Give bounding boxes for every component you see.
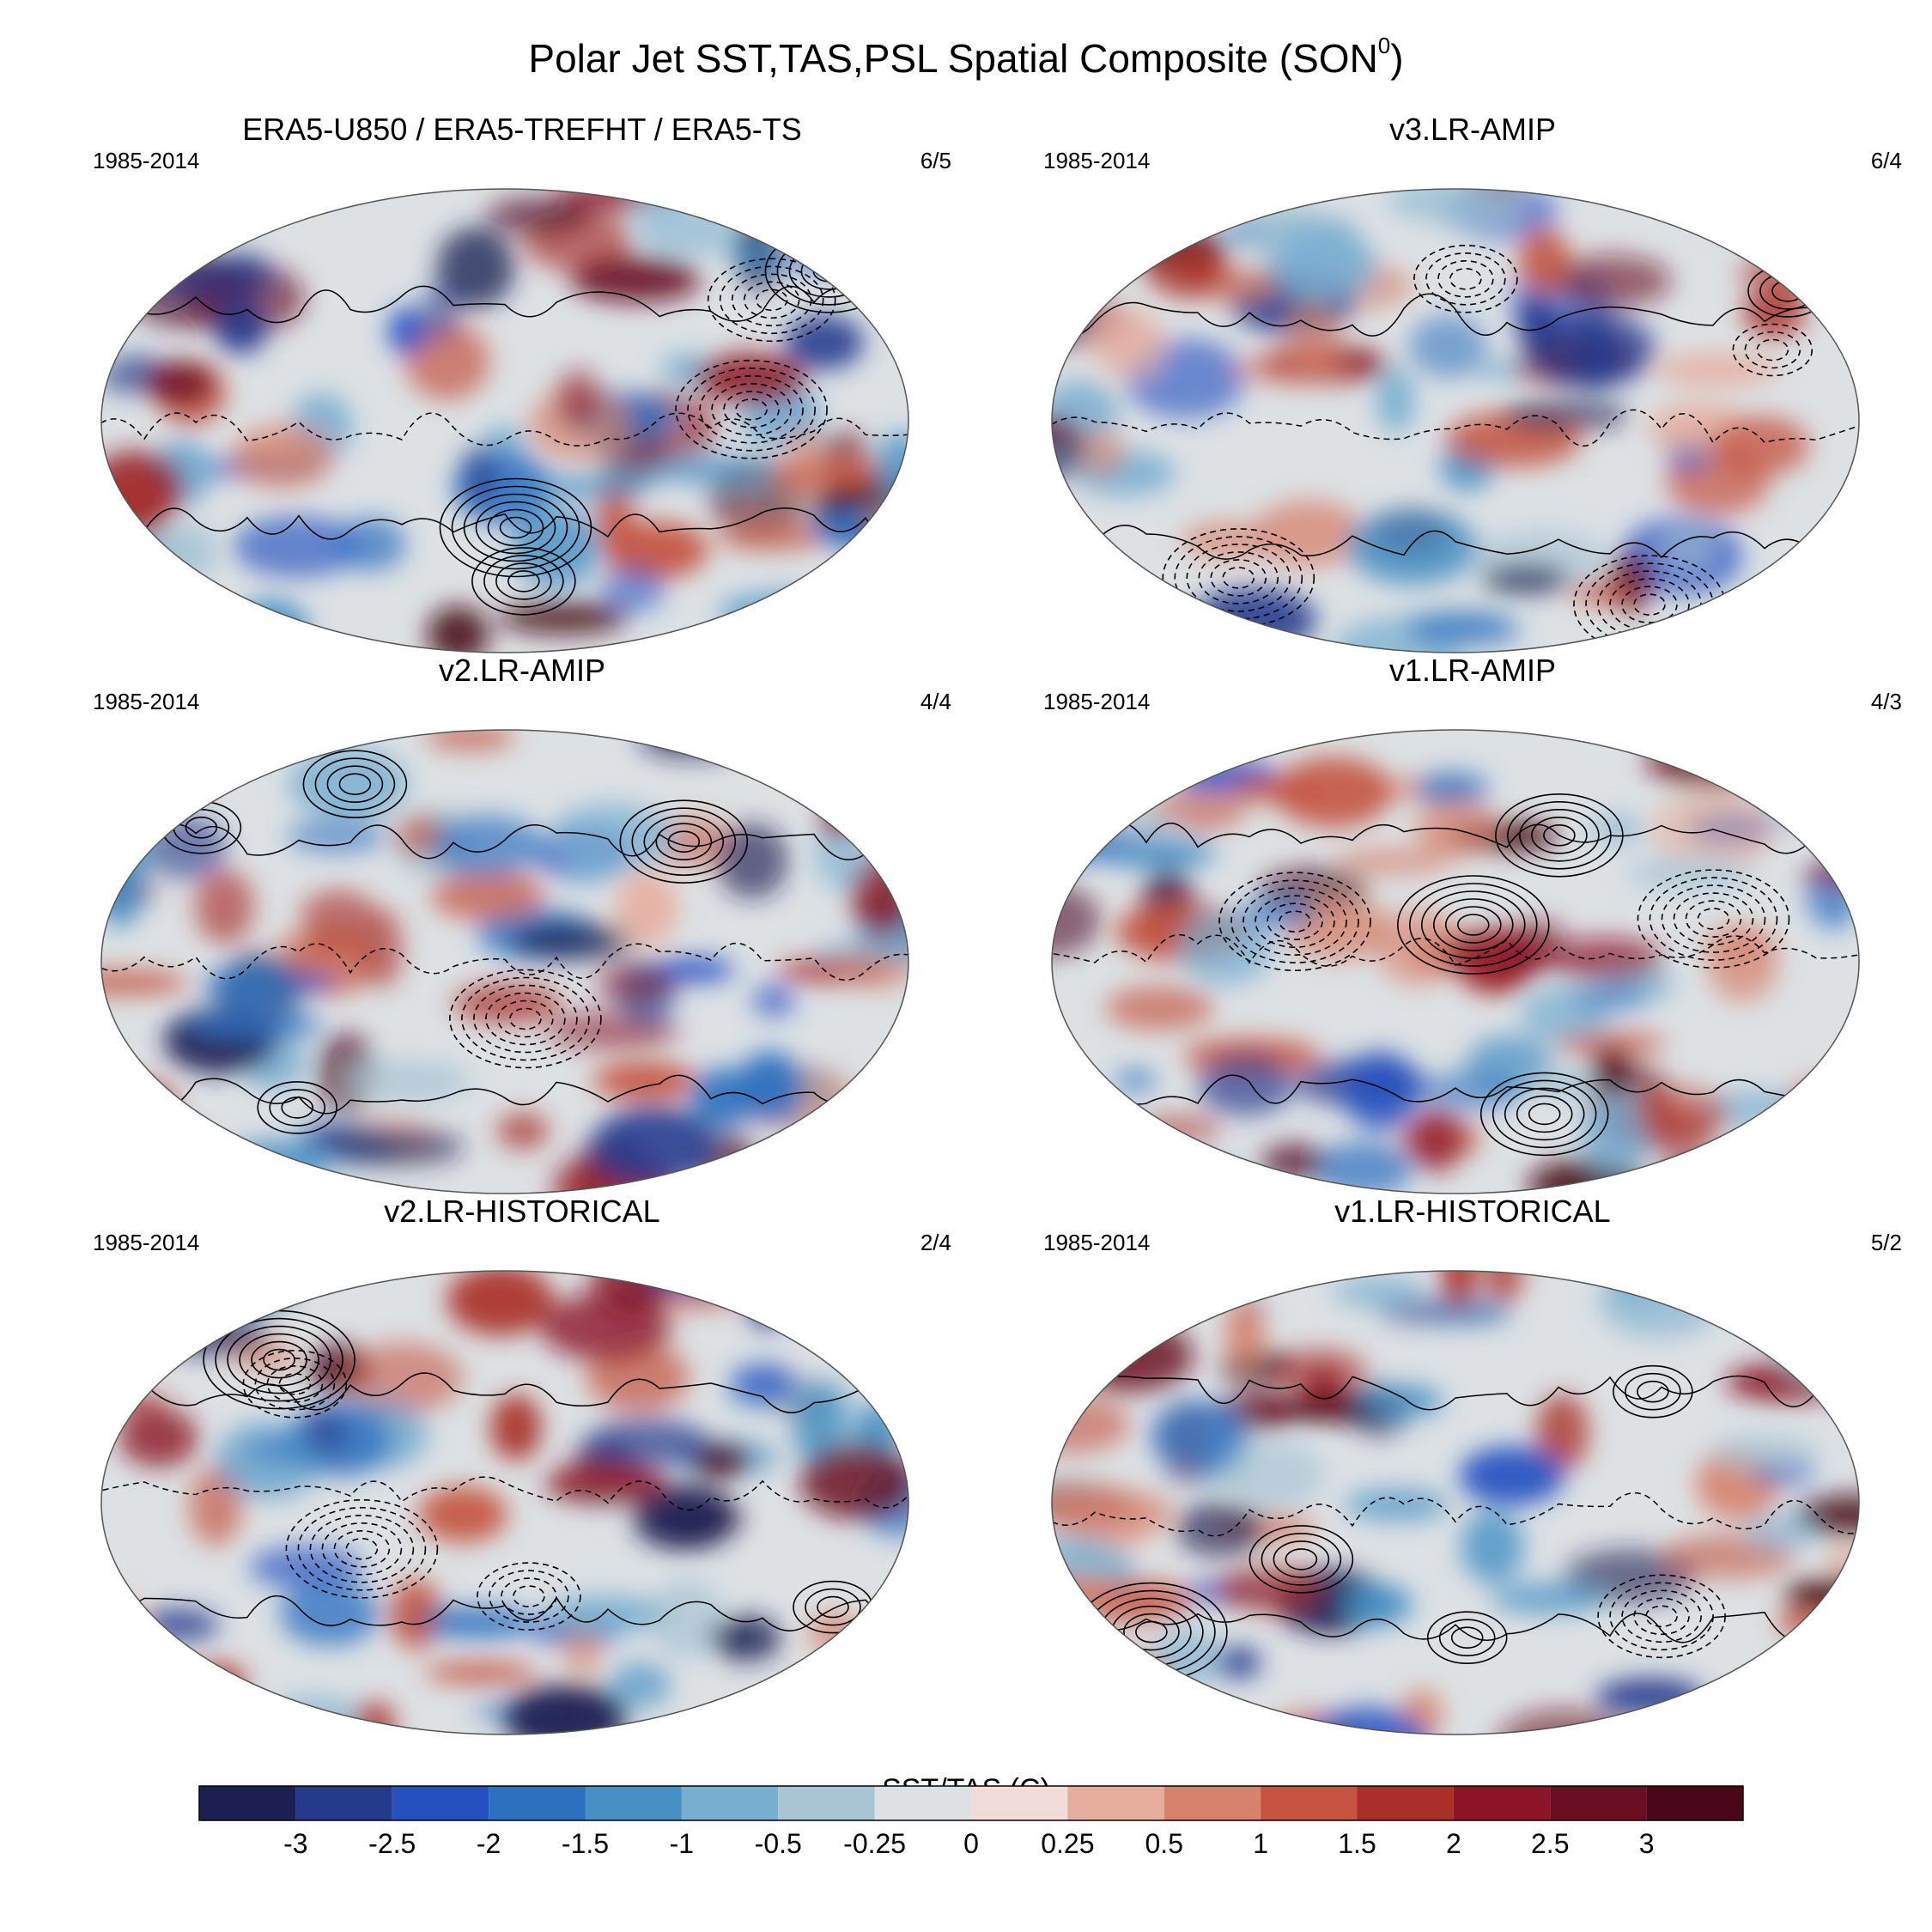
panel-years: 1985-2014 [93,689,200,714]
panel-years: 1985-2014 [1043,148,1151,173]
colorbar: -3 -2.5 -2 -1.5 -1 -0.5 -0.25 0 0.25 0.5 1 1.5 2 2.5 3 [198,1785,1744,1859]
colorbar-swatch [1453,1786,1551,1820]
colorbar-tick-label: -0.5 [755,1828,802,1859]
panel-years: 1985-2014 [1043,689,1151,714]
colorbar-tick-label: 0 [963,1828,979,1859]
map-field [100,188,909,653]
map-outline [100,1270,909,1735]
map-outline [1051,188,1860,653]
colorbar-tick-label: 0.25 [1041,1828,1094,1859]
colorbar-tick-label: -3 [283,1828,307,1859]
colorbar-swatch [1357,1786,1454,1820]
figure-title: Polar Jet SST,TAS,PSL Spatial Composite … [528,33,1404,81]
map-panel: ERA5-U850 / ERA5-TREFHT / ERA5-TS 1985-20… [93,112,951,653]
colorbar-swatch [1067,1786,1164,1820]
panel-title: v3.LR-AMIP [1388,112,1557,147]
panel-years: 1985-2014 [93,148,200,173]
colorbar-tick-label: 0.5 [1145,1828,1183,1859]
panel-years: 1985-2014 [1043,1230,1151,1255]
colorbar-tick-label: 3 [1639,1828,1655,1859]
colorbar-tick-label: 1.5 [1338,1828,1376,1859]
map-panel: v3.LR-AMIP 1985-2014 6/4 [1043,112,1902,653]
map-field [100,729,909,1194]
colorbar-swatch [681,1786,779,1820]
colorbar-swatch [1550,1786,1647,1820]
map-field [1051,729,1860,1194]
colorbar-swatch [1646,1786,1744,1820]
map-panel: v2.LR-AMIP 1985-2014 4/4 [93,653,951,1194]
panel-count: 4/3 [1870,689,1902,714]
map-panel: v1.LR-AMIP 1985-2014 4/3 [1043,653,1902,1194]
colorbar-tick-label: -2 [477,1828,501,1859]
colorbar-tick-label: 1 [1253,1828,1268,1859]
colorbar-swatch [778,1786,875,1820]
panel-count: 6/4 [1870,148,1902,173]
panel-count: 2/4 [920,1230,951,1255]
panel-count: 5/2 [1870,1230,1902,1255]
panel-count: 4/4 [920,689,951,714]
colorbar-tick-label: 2.5 [1531,1828,1569,1859]
map-panel: v1.LR-HISTORICAL 1985-2014 5/2 [1043,1194,1902,1735]
colorbar-tick-label: 2 [1446,1828,1461,1859]
colorbar-tick-label: -1 [670,1828,694,1859]
colorbar-swatch [392,1786,489,1820]
colorbar-swatch [1163,1786,1261,1820]
colorbar-swatch [295,1786,392,1820]
map-panel: v2.LR-HISTORICAL 1985-2014 2/4 [93,1194,951,1735]
map-outline [100,188,909,653]
colorbar-swatch [199,1786,296,1820]
colorbar-swatch [489,1786,586,1820]
panel-title: v1.LR-HISTORICAL [1334,1194,1611,1229]
map-outline [100,729,909,1194]
colorbar-tick-label: -0.25 [843,1828,906,1859]
panel-title: v2.LR-AMIP [438,653,606,688]
panel-years: 1985-2014 [93,1230,200,1255]
colorbar-swatch [874,1786,972,1820]
panel-title: v1.LR-AMIP [1388,653,1557,688]
colorbar-tick-label: -1.5 [562,1828,609,1859]
map-outline [1051,1270,1860,1735]
map-field [1051,188,1860,653]
colorbar-swatch [1261,1786,1358,1820]
map-field [1051,1270,1860,1735]
map-field [100,1270,909,1735]
panel-count: 6/5 [920,148,951,173]
colorbar-swatch [971,1786,1068,1820]
panel-title: ERA5-U850 / ERA5-TREFHT / ERA5-TS [242,112,802,147]
colorbar-swatch [585,1786,682,1820]
colorbar-tick-label: -2.5 [368,1828,416,1859]
panel-title: v2.LR-HISTORICAL [384,1194,660,1229]
map-outline [1051,729,1860,1194]
